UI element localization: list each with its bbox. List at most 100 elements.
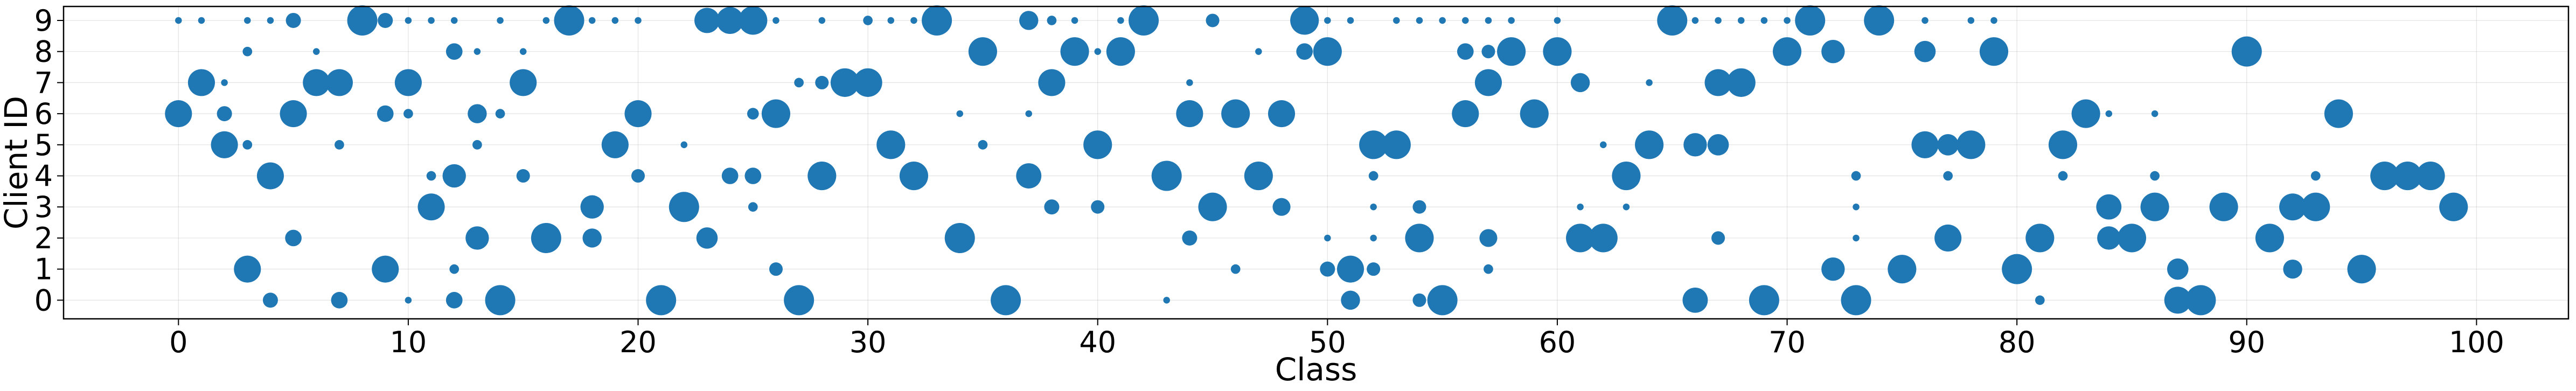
data-point [256, 162, 284, 190]
data-point [1683, 133, 1707, 157]
data-point [2048, 130, 2078, 159]
data-point [635, 17, 642, 24]
data-point [588, 17, 596, 24]
data-point [2151, 110, 2159, 117]
data-point [531, 222, 561, 253]
data-point [442, 164, 466, 188]
data-point [1324, 234, 1331, 242]
data-point [853, 68, 882, 97]
data-point [1474, 69, 1502, 96]
data-point [2117, 224, 2147, 253]
data-point [1821, 257, 1845, 281]
data-point [1230, 264, 1241, 274]
data-point [1198, 192, 1227, 221]
data-point [1412, 293, 1426, 307]
data-point [1726, 68, 1756, 97]
data-point [1911, 131, 1939, 158]
data-point [1151, 160, 1182, 191]
data-point [1296, 43, 1313, 60]
data-point [739, 6, 768, 35]
x-tick-label: 40 [1079, 325, 1116, 359]
data-point [2002, 254, 2032, 284]
data-point [1313, 37, 1342, 66]
data-point [1853, 234, 1860, 242]
data-point [2301, 192, 2330, 221]
y-tick-label: 9 [34, 4, 53, 38]
data-point [450, 17, 458, 24]
data-point [631, 169, 645, 183]
data-point [1841, 285, 1871, 316]
data-point [2096, 194, 2122, 220]
data-point [2310, 171, 2321, 181]
data-point [815, 75, 829, 89]
data-point [2416, 161, 2445, 191]
data-point [1336, 255, 1364, 283]
data-point [242, 46, 253, 57]
data-point [405, 297, 412, 304]
data-point [1497, 37, 1526, 66]
data-point [198, 17, 205, 24]
data-point [1272, 198, 1291, 216]
data-point [1129, 5, 1159, 36]
data-point [744, 167, 762, 184]
data-point [303, 69, 330, 96]
data-point [445, 292, 463, 309]
data-point [1795, 5, 1826, 36]
data-point [1479, 229, 1498, 247]
data-point [1888, 255, 1917, 284]
data-point [285, 229, 302, 247]
data-point [601, 131, 629, 158]
data-point [784, 285, 814, 316]
x-tick-label: 70 [1769, 325, 1806, 359]
data-point [335, 139, 344, 150]
data-point [2140, 192, 2169, 221]
x-tick-label: 10 [390, 325, 427, 359]
data-point [428, 17, 435, 24]
data-point [472, 139, 482, 150]
data-point [2105, 110, 2113, 117]
plot-area-frame [62, 5, 2570, 320]
data-point [887, 17, 895, 24]
data-point [1481, 45, 1495, 59]
data-point [1484, 264, 1493, 274]
data-point [519, 48, 527, 55]
data-point [1749, 285, 1779, 316]
data-point [1393, 17, 1400, 24]
data-point [1016, 163, 1042, 188]
data-point [1182, 230, 1198, 246]
data-point [1934, 224, 1962, 252]
data-point [1359, 130, 1388, 159]
data-point [818, 17, 826, 24]
data-point [611, 17, 619, 24]
data-point [582, 228, 602, 248]
data-point [2035, 295, 2045, 305]
data-point [830, 68, 860, 97]
data-point [1485, 17, 1492, 24]
data-point [1176, 100, 1203, 128]
data-point [313, 48, 320, 55]
data-point [1589, 224, 1618, 253]
data-point [769, 262, 783, 276]
data-point [497, 17, 504, 24]
x-tick-label: 60 [1539, 325, 1576, 359]
data-point [761, 99, 791, 128]
data-point [944, 222, 975, 253]
data-point [1341, 290, 1360, 310]
data-point [1427, 285, 1458, 316]
data-point [899, 161, 929, 191]
data-point [485, 285, 516, 316]
y-tick-label: 4 [34, 159, 53, 193]
data-point [1691, 17, 1699, 24]
data-point [2347, 255, 2376, 284]
data-point [646, 285, 677, 316]
data-point [1367, 262, 1381, 276]
data-point [1508, 17, 1515, 24]
data-point [1943, 171, 1953, 181]
data-point [1864, 5, 1895, 36]
data-point [1290, 6, 1319, 35]
x-tick-label: 80 [1999, 325, 2036, 359]
data-point [1368, 171, 1378, 181]
data-point [378, 12, 393, 28]
data-point [510, 69, 537, 96]
